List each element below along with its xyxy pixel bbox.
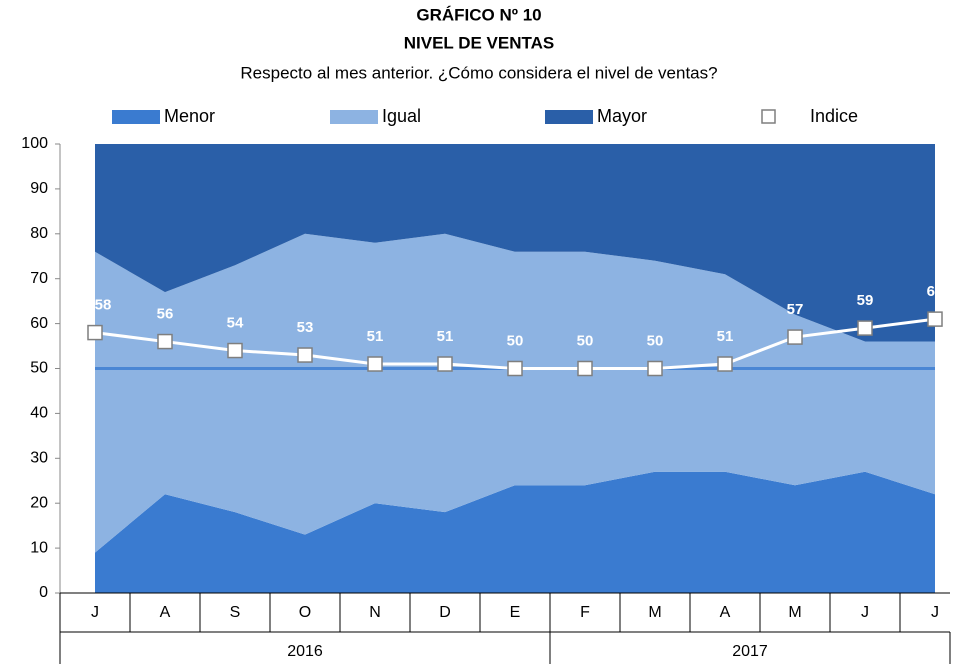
index-marker [507, 360, 523, 377]
x-tick-label: N [369, 604, 381, 621]
x-tick-label: J [861, 604, 869, 621]
legend-swatch [761, 109, 776, 124]
index-label: 57 [787, 301, 804, 318]
index-marker [297, 347, 313, 363]
index-label: 56 [157, 306, 174, 323]
index-marker [437, 356, 453, 372]
x-group-label: 2016 [287, 643, 323, 660]
index-label: 50 [577, 332, 594, 349]
index-label: 51 [437, 328, 454, 345]
area [95, 144, 935, 342]
legend-swatch [545, 110, 593, 124]
x-tick-label: J [931, 604, 939, 621]
index-marker [227, 342, 243, 359]
index-marker [157, 333, 173, 350]
index-marker [647, 360, 663, 377]
area [95, 471, 935, 593]
index-label: 50 [647, 332, 664, 349]
y-tick-label: 80 [30, 225, 48, 242]
x-tick-label: M [788, 604, 801, 621]
index-label: 51 [367, 328, 384, 345]
index-marker [577, 360, 593, 377]
legend-swatch [330, 110, 378, 124]
chart-subtitle: NIVEL DE VENTAS [404, 33, 555, 52]
index-label: 58 [95, 297, 112, 314]
legend-label: Mayor [597, 106, 647, 126]
legend-label: Indice [810, 106, 858, 126]
x-tick-label: M [648, 604, 661, 621]
index-marker [717, 356, 733, 372]
y-tick-label: 100 [21, 135, 48, 152]
x-tick-label: J [91, 604, 99, 621]
y-tick-label: 50 [30, 360, 48, 377]
y-tick-label: 90 [30, 180, 48, 197]
legend-label: Menor [164, 106, 215, 126]
x-tick-label: F [580, 604, 590, 621]
x-tick-label: D [439, 604, 451, 621]
chart-title: GRÁFICO Nº 10 [416, 5, 541, 24]
y-tick-label: 30 [30, 450, 48, 467]
y-tick-label: 60 [30, 315, 48, 332]
x-tick-label: O [299, 604, 311, 621]
index-label: 59 [857, 292, 874, 309]
index-marker [87, 324, 103, 341]
legend-swatch [112, 110, 160, 124]
index-label: 54 [227, 315, 244, 332]
index-label: 50 [507, 332, 524, 349]
y-tick-label: 70 [30, 270, 48, 287]
index-label: 61 [927, 283, 944, 300]
index-marker [787, 329, 803, 345]
index-label: 51 [717, 328, 734, 345]
area [95, 233, 935, 553]
x-tick-label: A [720, 604, 731, 621]
index-label: 53 [297, 319, 314, 336]
x-tick-label: A [160, 604, 171, 621]
x-tick-label: E [510, 604, 521, 621]
legend-label: Igual [382, 106, 421, 126]
chart-question: Respecto al mes anterior. ¿Cómo consider… [240, 63, 717, 82]
index-marker [367, 356, 383, 372]
x-group-label: 2017 [732, 643, 768, 660]
x-tick-label: S [230, 604, 241, 621]
index-marker [927, 311, 943, 327]
y-tick-label: 10 [30, 539, 48, 556]
y-tick-label: 0 [39, 584, 48, 601]
y-tick-label: 20 [30, 494, 48, 511]
index-marker [857, 320, 873, 336]
y-tick-label: 40 [30, 405, 48, 422]
